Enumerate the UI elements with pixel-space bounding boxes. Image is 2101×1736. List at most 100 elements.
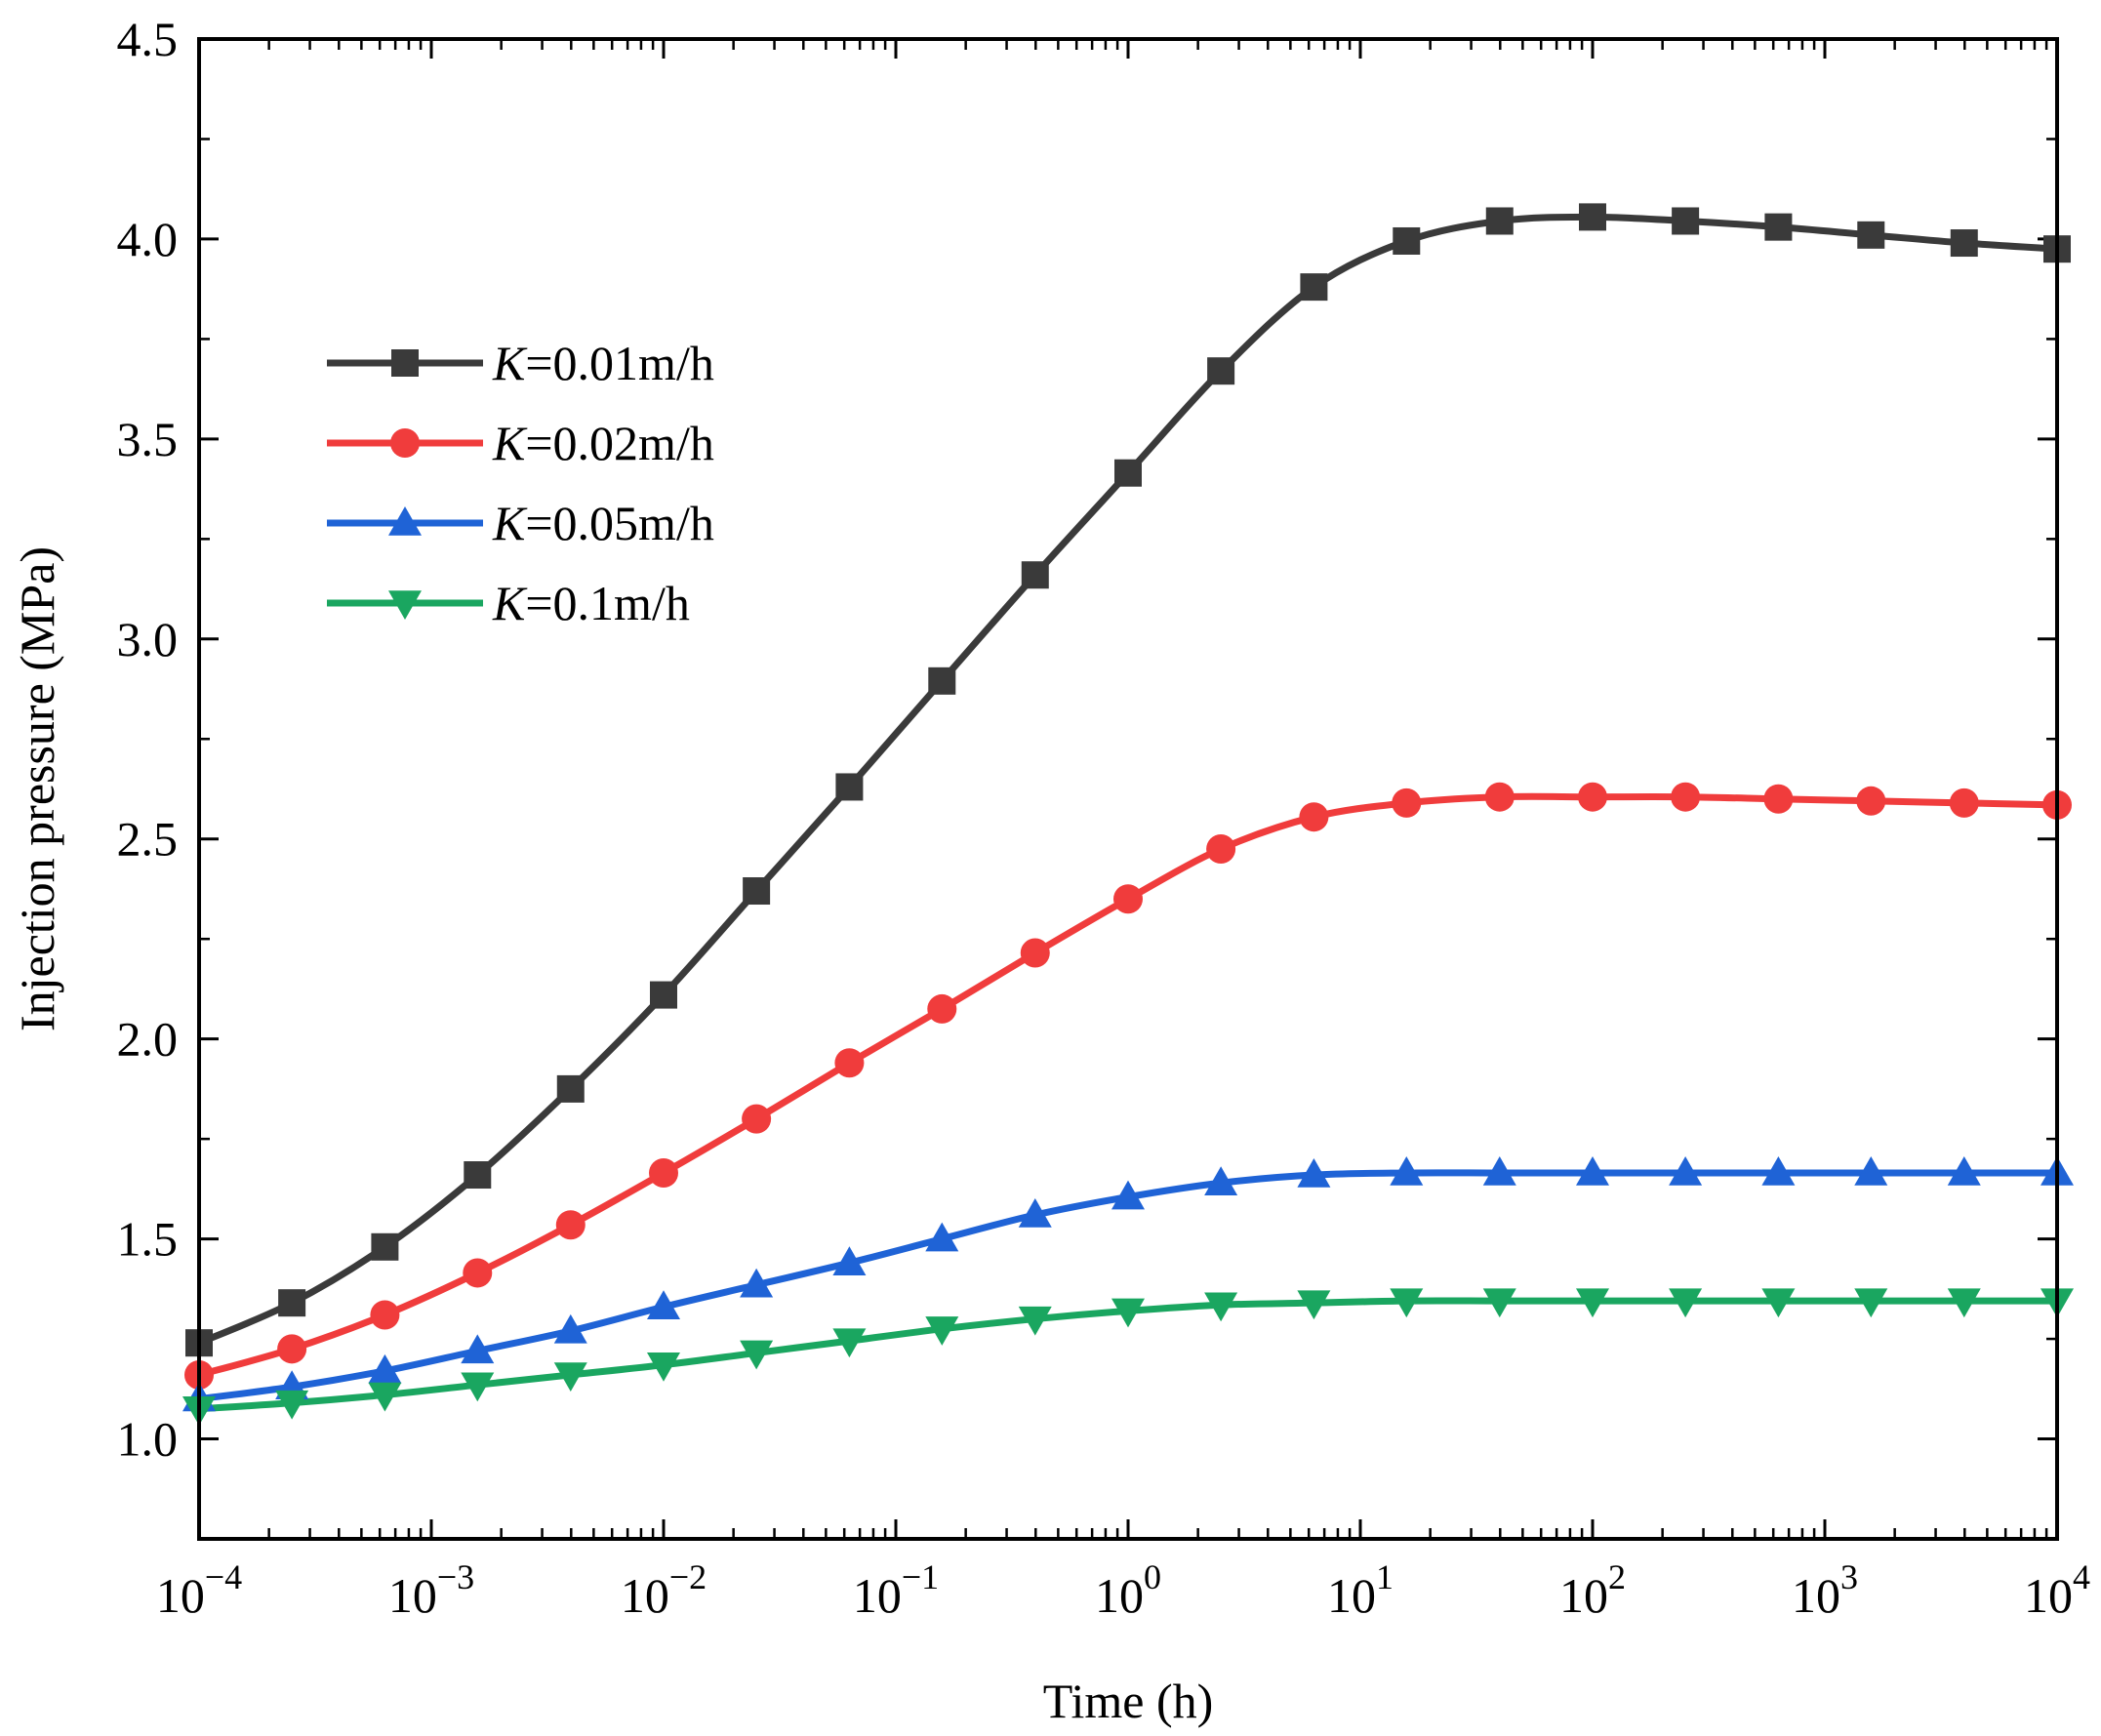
x-tick-base: 10 <box>1327 1568 1376 1623</box>
series-1-point <box>1300 273 1328 302</box>
x-tick-label: 10−3 <box>388 1557 474 1623</box>
series-4-point <box>1761 1288 1796 1318</box>
series-1-point <box>464 1161 492 1190</box>
series-4-point <box>1669 1288 1703 1318</box>
x-tick-label: 101 <box>1327 1557 1394 1623</box>
y-tick-label: 1.5 <box>117 1212 179 1267</box>
series-line-2 <box>198 792 2058 1379</box>
legend: K=0.01m/hK=0.02m/hK=0.05m/hK=0.1m/h <box>327 336 714 630</box>
series-3-point <box>461 1334 495 1364</box>
legend-label-variable: K <box>492 576 528 630</box>
series-2-point <box>1671 782 1701 812</box>
series-4-point <box>1947 1288 1981 1318</box>
series-2-point <box>463 1258 493 1288</box>
series-2-point <box>555 1210 586 1240</box>
x-tick-base: 10 <box>1792 1568 1840 1623</box>
series-4-point <box>1390 1288 1424 1318</box>
series-1-point <box>1764 213 1793 241</box>
series-3-point <box>740 1268 774 1298</box>
series-1-point <box>743 877 771 906</box>
series-markers <box>182 203 2074 1426</box>
series-1-point <box>371 1232 399 1261</box>
series-2-point <box>1299 802 1329 832</box>
series-1-point <box>1672 207 1700 235</box>
series-2-point <box>1392 787 1422 818</box>
series-3-point <box>1669 1155 1703 1186</box>
legend-label-4: K=0.1m/h <box>492 576 690 630</box>
x-tick-base: 10 <box>156 1568 205 1623</box>
series-3-point <box>832 1246 867 1275</box>
series-3-point <box>1390 1155 1424 1186</box>
series-2-point <box>1578 782 1607 812</box>
series-4-point <box>461 1372 495 1402</box>
y-tick-label: 4.0 <box>117 212 179 266</box>
series-1-point <box>1857 221 1885 249</box>
x-tick-base: 10 <box>1095 1568 1144 1623</box>
series-2-point <box>834 1048 865 1078</box>
y-tick-label: 2.0 <box>117 1012 179 1067</box>
series-2-point <box>1113 884 1143 914</box>
x-axis-title: Time (h) <box>1043 1674 1214 1728</box>
series-1-point <box>1393 226 1421 255</box>
series-3-point <box>1297 1158 1331 1188</box>
y-tick-label: 2.5 <box>117 812 179 867</box>
legend-label-3: K=0.05m/h <box>492 496 714 550</box>
series-4-point <box>647 1352 680 1382</box>
series-2-point <box>1484 782 1515 812</box>
x-tick-base: 10 <box>1559 1568 1608 1623</box>
series-2-point <box>927 993 957 1024</box>
series-3-point <box>1204 1166 1238 1195</box>
series-2-point <box>1206 833 1236 864</box>
x-tick-base: 10 <box>621 1568 669 1623</box>
legend-label-variable: K <box>492 336 528 390</box>
series-1-point <box>1950 229 1978 258</box>
legend-marker-1 <box>391 349 419 377</box>
legend-label-1: K=0.01m/h <box>492 336 714 390</box>
legend-label-value: =0.01m/h <box>525 336 713 390</box>
series-4-point <box>553 1362 587 1392</box>
y-tick-label: 3.5 <box>117 412 179 466</box>
legend-marker-2 <box>390 428 420 458</box>
series-4-point <box>1204 1292 1238 1322</box>
legend-label-value: =0.05m/h <box>525 496 713 550</box>
legend-label-2: K=0.02m/h <box>492 416 714 470</box>
series-1-point <box>650 981 677 1009</box>
series-3-point <box>553 1313 587 1344</box>
series-2-point <box>1856 786 1886 816</box>
series-3-point <box>1576 1155 1609 1186</box>
x-tick-exponent: −2 <box>669 1557 707 1596</box>
x-tick-labels: 10−4 10−3 10−2 10−1 100 101 102 103 104 <box>156 1557 2090 1623</box>
series-2-point <box>370 1300 400 1330</box>
series-1-point <box>1114 459 1142 487</box>
series-2-point <box>1020 938 1050 968</box>
series-3-point <box>1761 1155 1796 1186</box>
series-4-point <box>1482 1288 1516 1318</box>
x-tick-exponent: 4 <box>2073 1557 2090 1596</box>
x-tick-exponent: 0 <box>1144 1557 1161 1596</box>
x-tick-label: 103 <box>1792 1557 1858 1623</box>
series-2-point <box>742 1104 772 1134</box>
x-tick-label: 10−4 <box>156 1557 242 1623</box>
series-3-point <box>1111 1180 1145 1210</box>
x-tick-exponent: −4 <box>205 1557 242 1596</box>
y-tick-label: 3.0 <box>117 612 179 666</box>
x-tick-label: 10−1 <box>853 1557 939 1623</box>
legend-label-variable: K <box>492 496 528 550</box>
series-4-point <box>1576 1288 1609 1318</box>
plot-frame <box>197 37 2059 1541</box>
x-tick-label: 100 <box>1095 1557 1161 1623</box>
y-axis-title: Injection pressure (MPa) <box>10 546 64 1031</box>
series-1-point <box>1485 207 1514 235</box>
x-tick-exponent: −3 <box>437 1557 474 1596</box>
series-4-point <box>1297 1290 1331 1320</box>
x-tick-exponent: −1 <box>902 1557 939 1596</box>
series-line-1 <box>197 213 2058 1347</box>
series-3-point <box>1947 1155 1981 1186</box>
series-1-point <box>928 666 956 695</box>
series-4-point <box>1111 1298 1145 1328</box>
x-tick-base: 10 <box>2024 1568 2073 1623</box>
legend-label-value: =0.02m/h <box>525 416 713 470</box>
series-4-point <box>368 1382 402 1412</box>
legend-label-value: =0.1m/h <box>525 576 689 630</box>
